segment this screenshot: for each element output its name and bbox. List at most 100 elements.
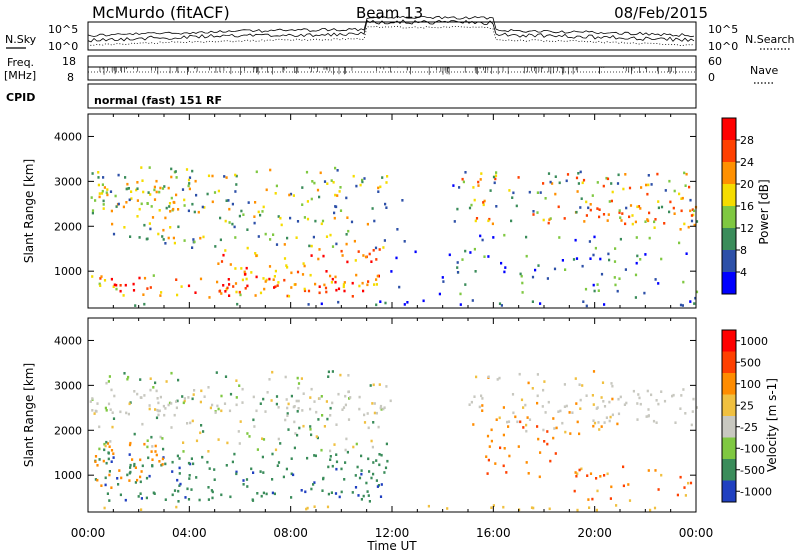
data-cell bbox=[427, 504, 430, 508]
data-cell bbox=[473, 247, 476, 251]
data-cell bbox=[495, 418, 498, 421]
data-cell bbox=[257, 210, 260, 214]
data-cell bbox=[271, 478, 274, 481]
data-cell bbox=[653, 506, 657, 510]
data-cell bbox=[574, 377, 577, 380]
data-cell bbox=[527, 381, 530, 385]
data-cell bbox=[362, 494, 365, 498]
data-cell bbox=[318, 291, 321, 295]
data-cell bbox=[102, 207, 105, 210]
data-cell bbox=[379, 495, 383, 498]
data-cell bbox=[596, 489, 599, 493]
data-cell bbox=[647, 469, 650, 472]
data-cell bbox=[309, 273, 312, 277]
data-cell bbox=[504, 266, 507, 269]
data-cell bbox=[284, 418, 287, 422]
data-cell bbox=[301, 409, 304, 412]
data-cell bbox=[499, 446, 502, 450]
data-cell bbox=[620, 219, 623, 222]
data-cell bbox=[591, 394, 594, 397]
data-cell bbox=[152, 491, 155, 495]
data-cell bbox=[327, 465, 330, 469]
data-cell bbox=[343, 478, 346, 481]
data-cell bbox=[647, 219, 650, 223]
data-cell bbox=[502, 406, 505, 409]
data-cell bbox=[322, 254, 325, 258]
data-cell bbox=[293, 405, 296, 408]
data-cell bbox=[628, 499, 632, 502]
data-cell bbox=[654, 278, 657, 281]
data-cell bbox=[371, 402, 374, 405]
data-cell bbox=[248, 435, 251, 438]
data-cell bbox=[91, 275, 94, 278]
data-cell bbox=[632, 389, 635, 393]
data-cell bbox=[111, 222, 114, 226]
data-cell bbox=[613, 260, 617, 263]
data-cell bbox=[233, 452, 236, 456]
data-cell bbox=[275, 243, 279, 246]
data-cell bbox=[636, 205, 639, 209]
data-cell bbox=[351, 491, 354, 494]
data-cell bbox=[334, 166, 337, 170]
data-cell bbox=[636, 402, 639, 405]
data-cell bbox=[327, 375, 330, 378]
data-cell bbox=[333, 216, 336, 220]
data-cell bbox=[139, 378, 142, 381]
data-cell bbox=[314, 219, 317, 223]
data-cell bbox=[309, 428, 312, 431]
data-cell bbox=[146, 439, 149, 442]
data-cell bbox=[292, 473, 295, 477]
data-cell bbox=[555, 426, 558, 430]
data-cell bbox=[597, 421, 600, 424]
data-cell bbox=[318, 248, 321, 251]
data-cell bbox=[528, 190, 531, 194]
data-cell bbox=[692, 209, 696, 213]
data-cell bbox=[547, 400, 550, 404]
data-cell bbox=[482, 201, 485, 204]
data-cell bbox=[273, 286, 276, 289]
data-cell bbox=[355, 184, 358, 188]
data-cell bbox=[572, 258, 576, 261]
data-cell bbox=[379, 300, 382, 303]
data-cell bbox=[229, 263, 232, 266]
data-cell bbox=[199, 431, 202, 435]
data-cell bbox=[347, 418, 351, 421]
data-cell bbox=[159, 395, 162, 399]
data-cell bbox=[188, 477, 191, 480]
data-cell bbox=[650, 183, 653, 186]
cpid-value: normal (fast) 151 RF bbox=[94, 94, 222, 107]
data-cell bbox=[117, 202, 120, 206]
data-cell bbox=[403, 303, 406, 306]
data-cell bbox=[521, 291, 524, 294]
data-cell bbox=[678, 192, 681, 196]
data-cell bbox=[110, 449, 114, 452]
data-cell bbox=[142, 190, 145, 194]
data-cell bbox=[361, 178, 364, 182]
data-cell bbox=[610, 485, 613, 489]
data-cell bbox=[647, 414, 650, 418]
data-cell bbox=[479, 178, 482, 181]
data-cell bbox=[580, 197, 583, 200]
data-cell bbox=[546, 430, 549, 433]
data-cell bbox=[581, 181, 584, 185]
data-cell bbox=[313, 181, 316, 185]
data-cell bbox=[97, 176, 100, 179]
data-cell bbox=[228, 283, 231, 286]
colorbar-tick-label: -25 bbox=[740, 421, 758, 434]
data-cell bbox=[155, 179, 158, 183]
data-cell bbox=[107, 457, 110, 461]
data-cell bbox=[130, 197, 133, 200]
data-cell bbox=[313, 400, 316, 403]
data-cell bbox=[158, 460, 161, 463]
data-cell bbox=[91, 209, 95, 212]
data-cell bbox=[99, 277, 102, 280]
data-cell bbox=[246, 246, 249, 250]
data-cell bbox=[475, 217, 479, 220]
data-cell bbox=[155, 389, 158, 393]
data-cell bbox=[304, 490, 307, 494]
data-cell bbox=[324, 286, 328, 290]
data-cell bbox=[331, 245, 335, 248]
data-cell bbox=[139, 475, 142, 479]
data-cell bbox=[140, 508, 143, 511]
data-cell bbox=[275, 184, 278, 188]
